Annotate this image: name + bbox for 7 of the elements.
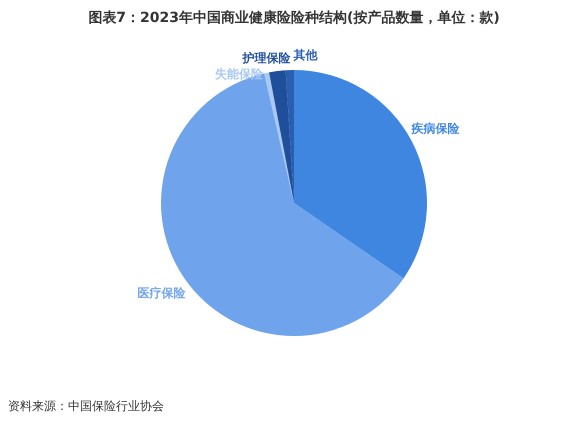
slice-label: 护理保险 bbox=[241, 51, 292, 66]
text: 资料来源：中国保险行业协会 bbox=[8, 398, 164, 415]
chart-title: 图表7：2023年中国商业健康险险种结构(按产品数量，单位：款) bbox=[88, 9, 500, 26]
pie-slice bbox=[269, 70, 294, 203]
slice-label: 疾病保险 bbox=[410, 122, 461, 136]
slice-label: 医疗保险 bbox=[138, 286, 187, 300]
slice-label: 其他 bbox=[292, 48, 319, 62]
